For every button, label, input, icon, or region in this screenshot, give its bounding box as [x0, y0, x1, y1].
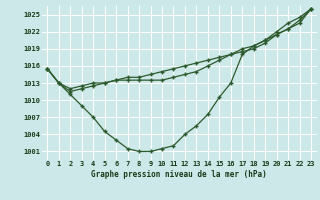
X-axis label: Graphe pression niveau de la mer (hPa): Graphe pression niveau de la mer (hPa) — [91, 170, 267, 179]
